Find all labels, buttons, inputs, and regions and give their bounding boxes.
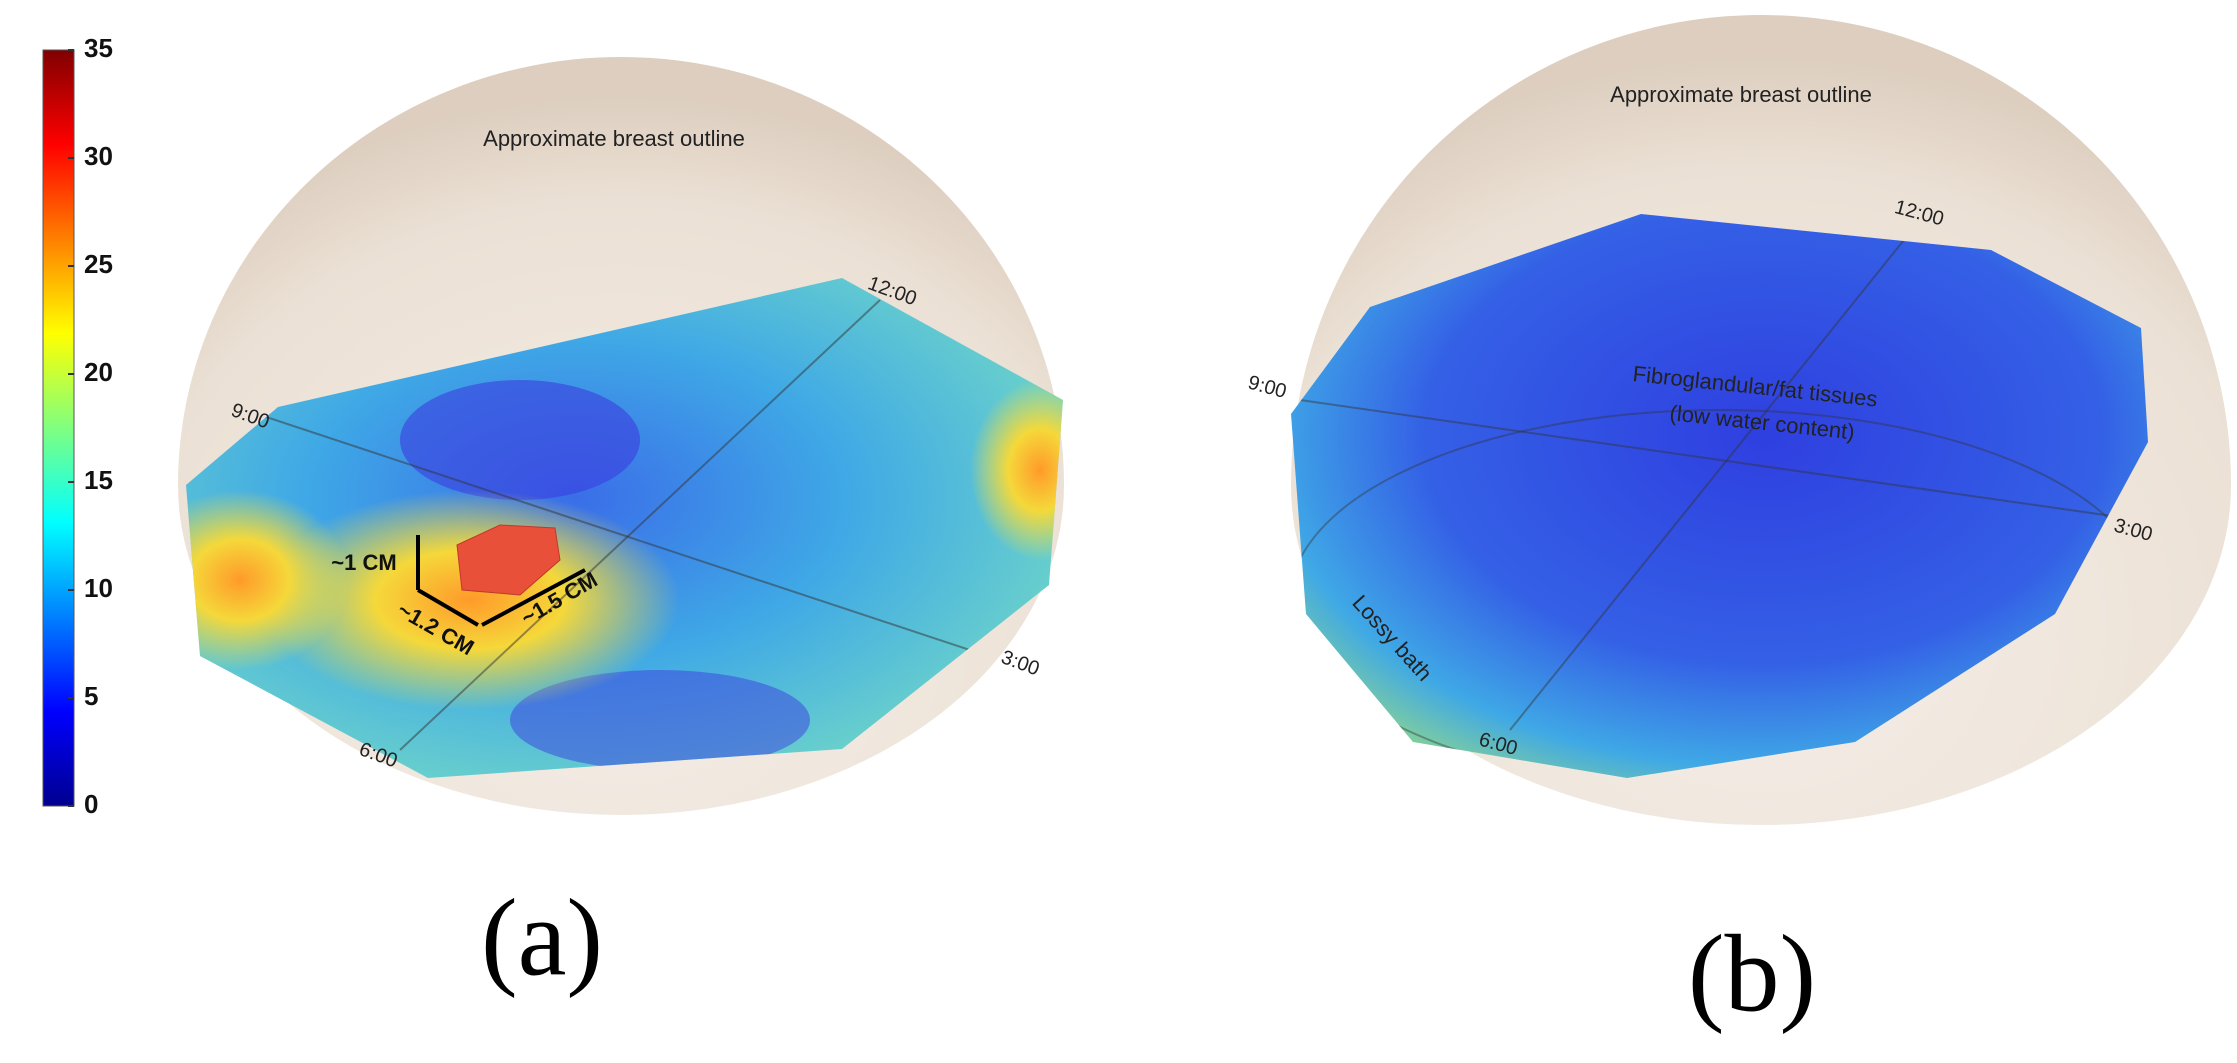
tick-label: 15 xyxy=(84,465,113,495)
outline-label: Approximate breast outline xyxy=(1610,82,1872,107)
panel-label: (b) xyxy=(1688,912,1816,1034)
tick-label: 30 xyxy=(84,141,113,171)
clock-label: 9:00 xyxy=(1246,372,1289,403)
colorbar xyxy=(42,49,75,807)
panel-a: Approximate breast outline 12:00 9:00 3:… xyxy=(178,57,1064,998)
panel-b: Approximate breast outline Fibroglandula… xyxy=(1246,15,2231,1034)
tick-label: 10 xyxy=(84,573,113,603)
tick-label: 0 xyxy=(84,789,98,819)
tick-label: 20 xyxy=(84,357,113,387)
panel-label: (a) xyxy=(481,876,603,998)
colorbar-ticks: 0 5 10 15 20 25 30 35 xyxy=(68,33,113,819)
tick-label: 35 xyxy=(84,33,113,63)
dimension-label: ~1 CM xyxy=(331,550,396,575)
tick-label: 25 xyxy=(84,249,113,279)
tumor xyxy=(456,524,561,596)
tick-label: 5 xyxy=(84,681,98,711)
clock-label: 3:00 xyxy=(998,646,1042,680)
dimension-arrows xyxy=(416,535,586,627)
outline-label: Approximate breast outline xyxy=(483,126,745,151)
